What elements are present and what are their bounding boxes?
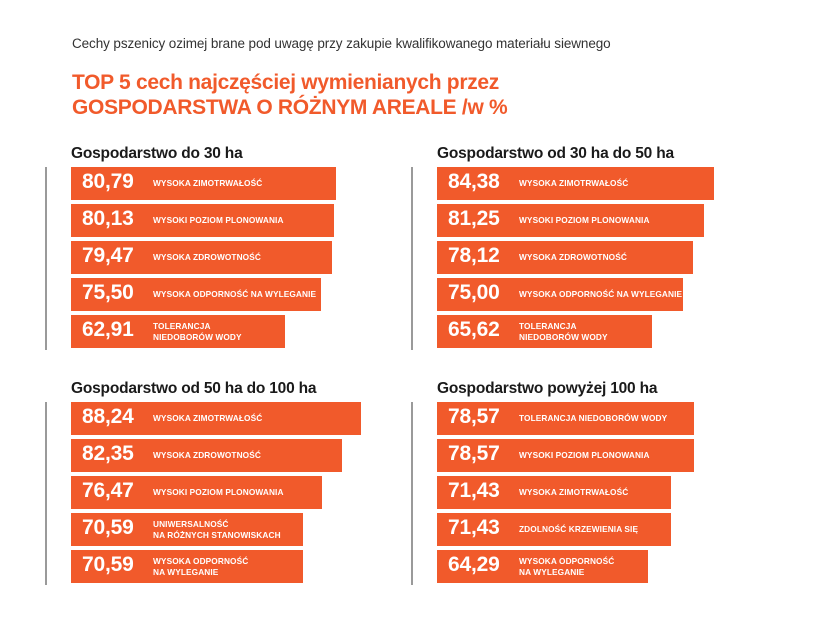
bar-category-label: WYSOKA ZIMOTRWAŁOŚĆ [153,413,263,423]
axis-line [411,167,413,350]
bar-value-label: 64,29 [448,553,500,576]
bar-category-label: WYSOKA ODPORNOŚĆ NA WYLEGANIE [153,289,317,299]
bar-category-label: WYSOKA ZDROWOTNOŚĆ [153,450,261,460]
panel-title: Gospodarstwo od 50 ha do 100 ha [71,380,317,397]
bar-category-label: WYSOKI POZIOM PLONOWANIA [519,450,650,460]
bar-value-label: 82,35 [82,442,134,465]
bar-category-label: ZDOLNOŚĆ KRZEWIENIA SIĘ [519,524,639,534]
chart-title-line-2: GOSPODARSTWA O RÓŻNYM AREALE /w % [72,96,508,119]
bar-category-label: TOLERANCJA NIEDOBORÓW WODY [153,320,242,342]
bar: 81,25 WYSOKI POZIOM PLONOWANIA [437,204,704,237]
bar-value-label: 62,91 [82,318,134,341]
bar: 65,62 TOLERANCJA NIEDOBORÓW WODY [437,315,652,348]
bar-value-label: 78,57 [448,442,500,465]
bar-category-label: WYSOKI POZIOM PLONOWANIA [153,487,284,497]
bar-value-label: 70,59 [82,553,134,576]
bar: 78,57 TOLERANCJA NIEDOBORÓW WODY [437,402,694,435]
bar: 76,47 WYSOKI POZIOM PLONOWANIA [71,476,322,509]
axis-line [45,167,47,350]
chart-title-line-1: TOP 5 cech najczęściej wymienianych prze… [72,71,499,94]
axis-line [45,402,47,585]
bar-category-label: WYSOKA ZIMOTRWAŁOŚĆ [519,178,629,188]
bar-value-label: 78,57 [448,405,500,428]
bar: 62,91 TOLERANCJA NIEDOBORÓW WODY [71,315,285,348]
bar-category-label: WYSOKA ZDROWOTNOŚĆ [153,252,261,262]
bar-category-label: WYSOKI POZIOM PLONOWANIA [519,215,650,225]
bar-value-label: 81,25 [448,207,500,230]
bar-category-label: WYSOKA ODPORNOŚĆ NA WYLEGANIE [153,555,249,577]
bar-value-label: 80,79 [82,170,134,193]
bar: 80,13 WYSOKI POZIOM PLONOWANIA [71,204,334,237]
bar: 75,50 WYSOKA ODPORNOŚĆ NA WYLEGANIE [71,278,321,311]
chart-title: TOP 5 cech najczęściej wymienianych prze… [72,70,508,120]
bar-value-label: 65,62 [448,318,500,341]
bar: 71,43 WYSOKA ZIMOTRWAŁOŚĆ [437,476,671,509]
bar: 75,00 WYSOKA ODPORNOŚĆ NA WYLEGANIE [437,278,683,311]
bar: 88,24 WYSOKA ZIMOTRWAŁOŚĆ [71,402,361,435]
bar-value-label: 71,43 [448,516,500,539]
bar: 64,29 WYSOKA ODPORNOŚĆ NA WYLEGANIE [437,550,648,583]
bar: 70,59 WYSOKA ODPORNOŚĆ NA WYLEGANIE [71,550,303,583]
bar-value-label: 71,43 [448,479,500,502]
bar: 78,12 WYSOKA ZDROWOTNOŚĆ [437,241,693,274]
bar-category-label: TOLERANCJA NIEDOBORÓW WODY [519,320,608,342]
bar-category-label: WYSOKA ZIMOTRWAŁOŚĆ [153,178,263,188]
bar-value-label: 75,00 [448,281,500,304]
panel-title: Gospodarstwo powyżej 100 ha [437,380,658,397]
bar-value-label: 88,24 [82,405,134,428]
bar: 70,59 UNIWERSALNOŚĆ NA RÓŻNYCH STANOWISKA… [71,513,303,546]
bar: 78,57 WYSOKI POZIOM PLONOWANIA [437,439,694,472]
bar-value-label: 70,59 [82,516,134,539]
panel-title: Gospodarstwo od 30 ha do 50 ha [437,145,674,162]
bar-value-label: 79,47 [82,244,134,267]
bar-category-label: WYSOKA ZDROWOTNOŚĆ [519,252,627,262]
bar: 71,43 ZDOLNOŚĆ KRZEWIENIA SIĘ [437,513,671,546]
axis-line [411,402,413,585]
bar-category-label: UNIWERSALNOŚĆ NA RÓŻNYCH STANOWISKACH [153,518,281,540]
bar-category-label: TOLERANCJA NIEDOBORÓW WODY [519,413,668,423]
bar: 82,35 WYSOKA ZDROWOTNOŚĆ [71,439,342,472]
bar-category-label: WYSOKA ZIMOTRWAŁOŚĆ [519,487,629,497]
bar-category-label: WYSOKA ODPORNOŚĆ NA WYLEGANIE [519,289,683,299]
bar-value-label: 78,12 [448,244,500,267]
bar-category-label: WYSOKA ODPORNOŚĆ NA WYLEGANIE [519,555,615,577]
bar: 80,79 WYSOKA ZIMOTRWAŁOŚĆ [71,167,336,200]
bar-value-label: 84,38 [448,170,500,193]
bar: 84,38 WYSOKA ZIMOTRWAŁOŚĆ [437,167,714,200]
chart-subtitle: Cechy pszenicy ozimej brane pod uwagę pr… [72,36,611,51]
bar-category-label: WYSOKI POZIOM PLONOWANIA [153,215,284,225]
bar-value-label: 75,50 [82,281,134,304]
bar: 79,47 WYSOKA ZDROWOTNOŚĆ [71,241,332,274]
bar-value-label: 76,47 [82,479,134,502]
panel-title: Gospodarstwo do 30 ha [71,145,243,162]
bar-value-label: 80,13 [82,207,134,230]
